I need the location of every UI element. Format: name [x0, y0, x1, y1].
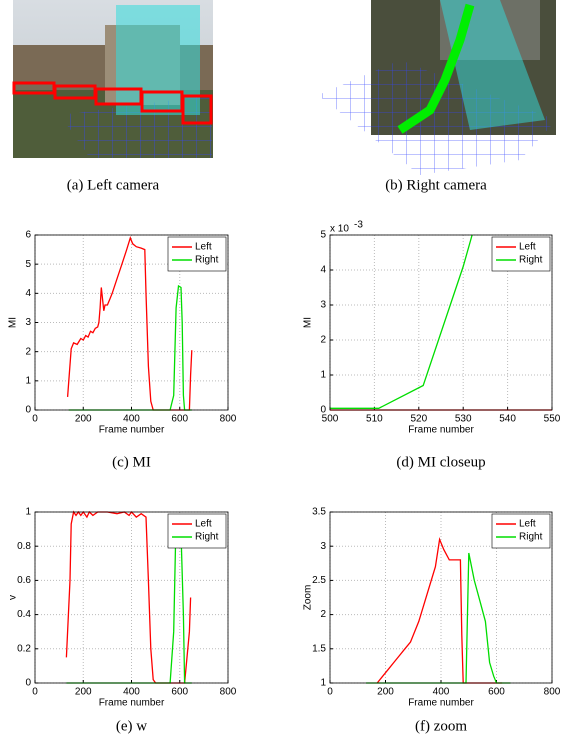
y-axis-label: v: [8, 595, 19, 600]
y-axis-label: Zoom: [303, 585, 314, 611]
y-tick-label: 2: [320, 609, 326, 620]
x-tick-label: 400: [123, 414, 140, 425]
x-tick-label: 800: [544, 687, 561, 698]
y-axis-label: MI: [303, 317, 314, 328]
y-tick-label: 2.5: [312, 575, 326, 586]
x-tick-label: 520: [410, 414, 427, 425]
caption: (d) MI closeup: [396, 454, 485, 470]
y-tick-label: 4: [25, 288, 31, 299]
x-axis-label: Frame number: [408, 425, 474, 436]
y-tick-label: 0: [320, 405, 326, 416]
y-tick-label: 1.5: [312, 643, 326, 654]
y-tick-label: 0.6: [17, 575, 31, 586]
legend-box: [491, 513, 551, 549]
legend-label: Left: [519, 242, 536, 253]
axes-box: [329, 511, 553, 684]
legend-box: [167, 513, 227, 549]
y-tick-label: 5: [320, 230, 326, 241]
x-tick-label: 200: [75, 687, 92, 698]
x-tick-label: 0: [32, 687, 38, 698]
axis-multiplier-exp: -3: [354, 220, 363, 231]
x-tick-label: 600: [171, 687, 188, 698]
y-tick-label: 1: [25, 375, 31, 386]
caption: (a) Left camera: [67, 177, 160, 193]
caption: (e) w: [116, 718, 147, 734]
y-tick-label: 4: [320, 265, 326, 276]
legend-box: [167, 236, 227, 272]
y-tick-label: 0.2: [17, 643, 31, 654]
axes-box: [34, 511, 229, 684]
x-tick-label: 400: [123, 687, 140, 698]
y-tick-label: 3.5: [312, 507, 326, 518]
x-axis-label: Frame number: [99, 698, 165, 709]
x-tick-label: 0: [327, 687, 333, 698]
y-axis-label: MI: [8, 317, 19, 328]
y-tick-label: 3: [25, 317, 31, 328]
x-tick-label: 500: [322, 414, 339, 425]
x-tick-label: 800: [220, 687, 237, 698]
legend-label: Left: [195, 242, 212, 253]
y-tick-label: 1: [320, 678, 326, 689]
x-tick-label: 800: [220, 414, 237, 425]
x-tick-label: 550: [544, 414, 561, 425]
legend-label: Right: [519, 255, 543, 266]
x-tick-label: 530: [455, 414, 472, 425]
data-line: [330, 234, 473, 409]
legend-label: Right: [519, 532, 543, 543]
x-tick-label: 600: [488, 687, 505, 698]
data-line: [65, 510, 192, 684]
legend-label: Right: [195, 532, 219, 543]
y-tick-label: 0.4: [17, 609, 31, 620]
caption: (b) Right camera: [385, 177, 487, 193]
data-line: [66, 235, 193, 411]
x-axis-label: Frame number: [408, 698, 474, 709]
y-tick-label: 1: [25, 507, 31, 518]
legend-label: Right: [195, 255, 219, 266]
x-tick-label: 510: [366, 414, 383, 425]
x-tick-label: 400: [433, 687, 450, 698]
y-tick-label: 2: [25, 346, 31, 357]
y-tick-label: 0: [25, 405, 31, 416]
legend-box: [491, 236, 551, 272]
axis-multiplier: x 10: [330, 224, 349, 235]
y-tick-label: 1: [320, 370, 326, 381]
photo-left: [12, 0, 213, 158]
y-tick-label: 0.8: [17, 541, 31, 552]
caption: (f) zoom: [415, 718, 467, 734]
x-tick-label: 0: [32, 414, 38, 425]
y-tick-label: 2: [320, 335, 326, 346]
x-tick-label: 600: [171, 414, 188, 425]
caption: (c) MI: [112, 454, 151, 470]
y-tick-label: 5: [25, 259, 31, 270]
legend-label: Left: [519, 519, 536, 530]
data-line: [376, 536, 503, 684]
axes-box: [34, 234, 229, 411]
axes-box: [329, 234, 553, 411]
y-tick-label: 3: [320, 541, 326, 552]
y-tick-label: 0: [25, 678, 31, 689]
x-tick-label: 200: [75, 414, 92, 425]
x-tick-label: 200: [377, 687, 394, 698]
x-axis-label: Frame number: [99, 425, 165, 436]
y-tick-label: 3: [320, 300, 326, 311]
photo-right: [318, 0, 556, 175]
x-tick-label: 540: [499, 414, 516, 425]
legend-label: Left: [195, 519, 212, 530]
y-tick-label: 6: [25, 230, 31, 241]
